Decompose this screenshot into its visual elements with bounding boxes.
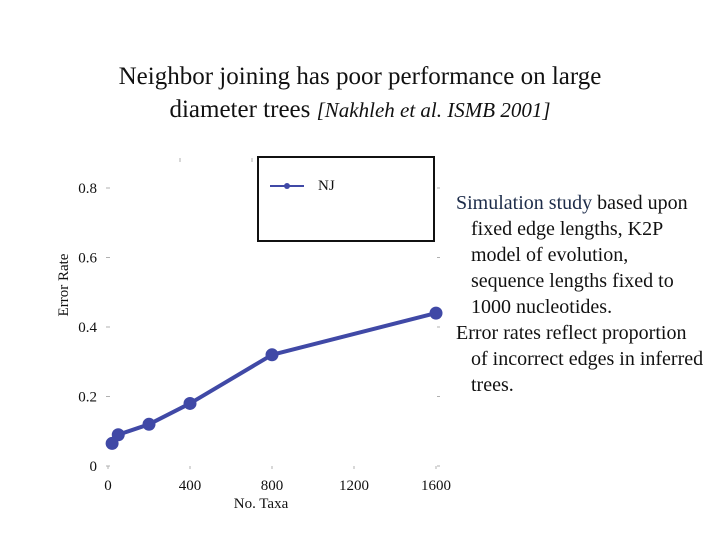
y-tick-label: 0.6 (78, 251, 97, 267)
y-tick-label: 0 (90, 459, 98, 475)
data-point-nj (142, 417, 156, 431)
x-axis-title: No. Taxa (234, 496, 289, 512)
data-point-nj (111, 428, 125, 442)
title-line-2-text: diameter trees (169, 96, 311, 123)
chart-axes: 0 0.2 0.4 0.6 0.8 0 400 800 1200 1600 No. Taxa Erro… (56, 158, 451, 512)
note-simulation-rest: based upon fixed edge lengths, K2P model… (471, 192, 688, 318)
y-tick-label: 0.8 (78, 181, 97, 197)
x-tick-label: 1600 (421, 478, 451, 494)
data-point-nj (265, 348, 279, 362)
citation: [Nakhleh et al. ISMB 2001] (316, 98, 551, 122)
y-axis-title: Error Rate (56, 253, 72, 316)
legend-marker-nj (284, 183, 290, 189)
x-tick-label: 1200 (339, 478, 369, 494)
y-tick-label: 0.4 (78, 320, 97, 336)
x-tick-label: 800 (261, 478, 284, 494)
chart-series (105, 306, 443, 450)
data-point-nj (183, 396, 197, 410)
note-highlight: Simulation study (456, 192, 593, 214)
data-point-nj (429, 306, 443, 320)
series-line-nj (110, 311, 437, 445)
study-notes: Simulation study based upon fixed edge l… (456, 190, 706, 398)
legend-box (257, 156, 435, 242)
y-tick-label: 0.2 (78, 390, 97, 406)
note-simulation: Simulation study based upon fixed edge l… (456, 190, 706, 320)
chart-legend: NJ (257, 156, 435, 242)
note-error-rates: Error rates reflect proportion of incorr… (456, 322, 704, 396)
x-tick-label: 400 (179, 478, 202, 494)
slide-title: Neighbor joining has poor performance on… (40, 60, 680, 127)
title-line-2: diameter trees [Nakhleh et al. ISMB 2001… (40, 93, 680, 127)
title-line-1: Neighbor joining has poor performance on… (118, 63, 602, 90)
legend-label-nj: NJ (318, 178, 335, 194)
x-tick-label: 0 (104, 478, 112, 494)
